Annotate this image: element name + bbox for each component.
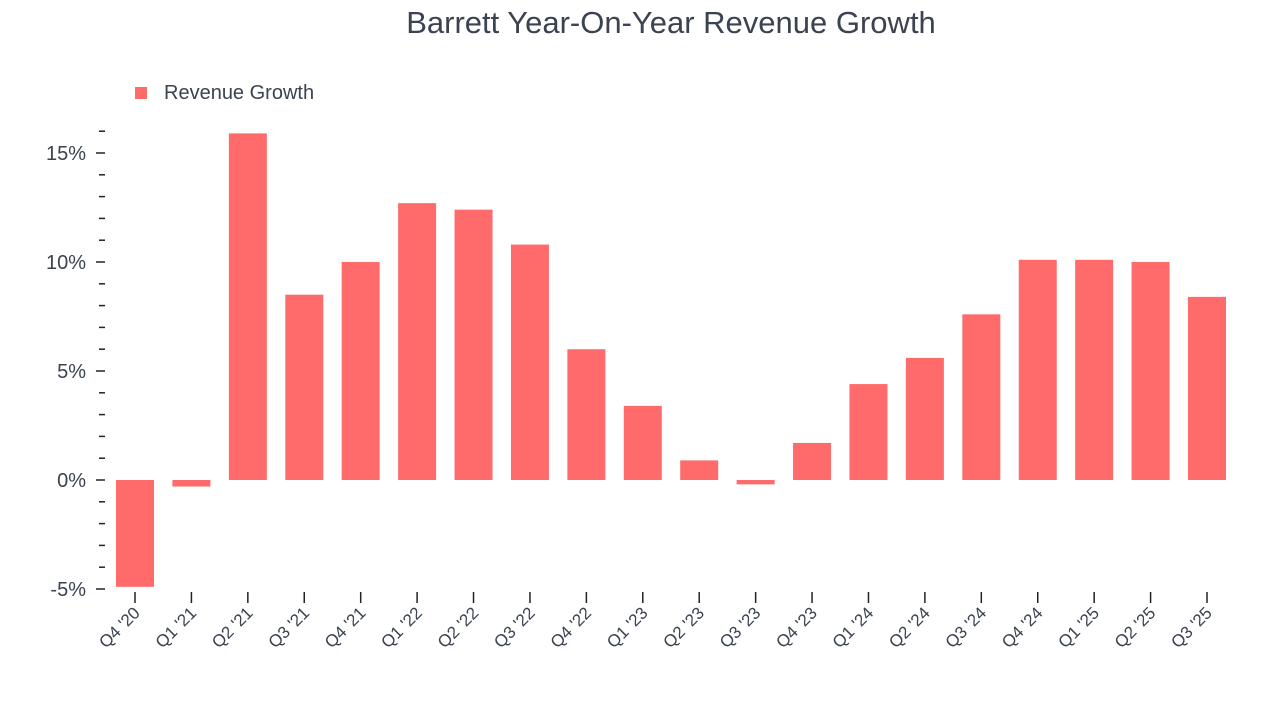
x-axis: Q4 '20 Q1 '21 Q2 '21 Q3 '21 Q4 '21 Q1 '22 Q2 '… (95, 592, 1216, 652)
bar (1131, 262, 1170, 480)
x-tick-label: Q2 '23 (660, 603, 708, 651)
y-tick-label: 0% (57, 470, 86, 492)
bar (736, 480, 775, 485)
bar (172, 480, 211, 487)
x-tick-label: Q2 '24 (885, 603, 933, 651)
x-tick-label: Q2 '21 (208, 603, 256, 651)
bar (1075, 259, 1114, 480)
y-tick-label: 5% (57, 361, 86, 383)
x-tick-label: Q1 '24 (829, 603, 877, 651)
x-tick-label: Q1 '21 (152, 603, 200, 651)
bars (116, 133, 1226, 587)
x-tick-label: Q1 '23 (603, 603, 651, 651)
bar (341, 262, 380, 480)
x-tick-label: Q4 '23 (772, 603, 820, 651)
x-tick-label: Q4 '22 (547, 603, 595, 651)
x-tick-label: Q4 '20 (95, 603, 143, 651)
legend-swatch (135, 87, 147, 99)
y-axis: -5% 0% 5% 10% 15% (46, 130, 105, 601)
y-tick-label: 10% (46, 252, 86, 274)
legend-label: Revenue Growth (164, 82, 314, 104)
x-tick-label: Q1 '25 (1055, 603, 1103, 651)
chart-title: Barrett Year-On-Year Revenue Growth (406, 5, 936, 40)
bar (567, 349, 606, 480)
x-tick-label: Q3 '23 (716, 603, 764, 651)
x-tick-label: Q4 '24 (998, 603, 1046, 651)
bar (1018, 259, 1057, 480)
bar (116, 480, 154, 587)
y-tick-label: -5% (50, 579, 86, 601)
y-tick-label: 15% (46, 143, 86, 165)
x-tick-label: Q3 '22 (490, 603, 538, 651)
bar (454, 209, 493, 480)
x-tick-label: Q2 '25 (1111, 603, 1159, 651)
x-tick-label: Q3 '24 (942, 603, 990, 651)
bar (398, 203, 437, 480)
bar (1188, 296, 1226, 480)
x-tick-label: Q3 '21 (265, 603, 313, 651)
bar (793, 442, 832, 480)
bar (623, 405, 662, 480)
bar (510, 244, 549, 480)
bar (228, 133, 267, 480)
bar (285, 294, 324, 480)
x-tick-label: Q1 '22 (377, 603, 425, 651)
bar (849, 384, 888, 480)
x-tick-label: Q2 '22 (434, 603, 482, 651)
bar (680, 460, 719, 480)
bar (962, 314, 1001, 480)
x-tick-label: Q4 '21 (321, 603, 369, 651)
x-tick-label: Q3 '25 (1167, 603, 1215, 651)
bar (905, 357, 944, 480)
